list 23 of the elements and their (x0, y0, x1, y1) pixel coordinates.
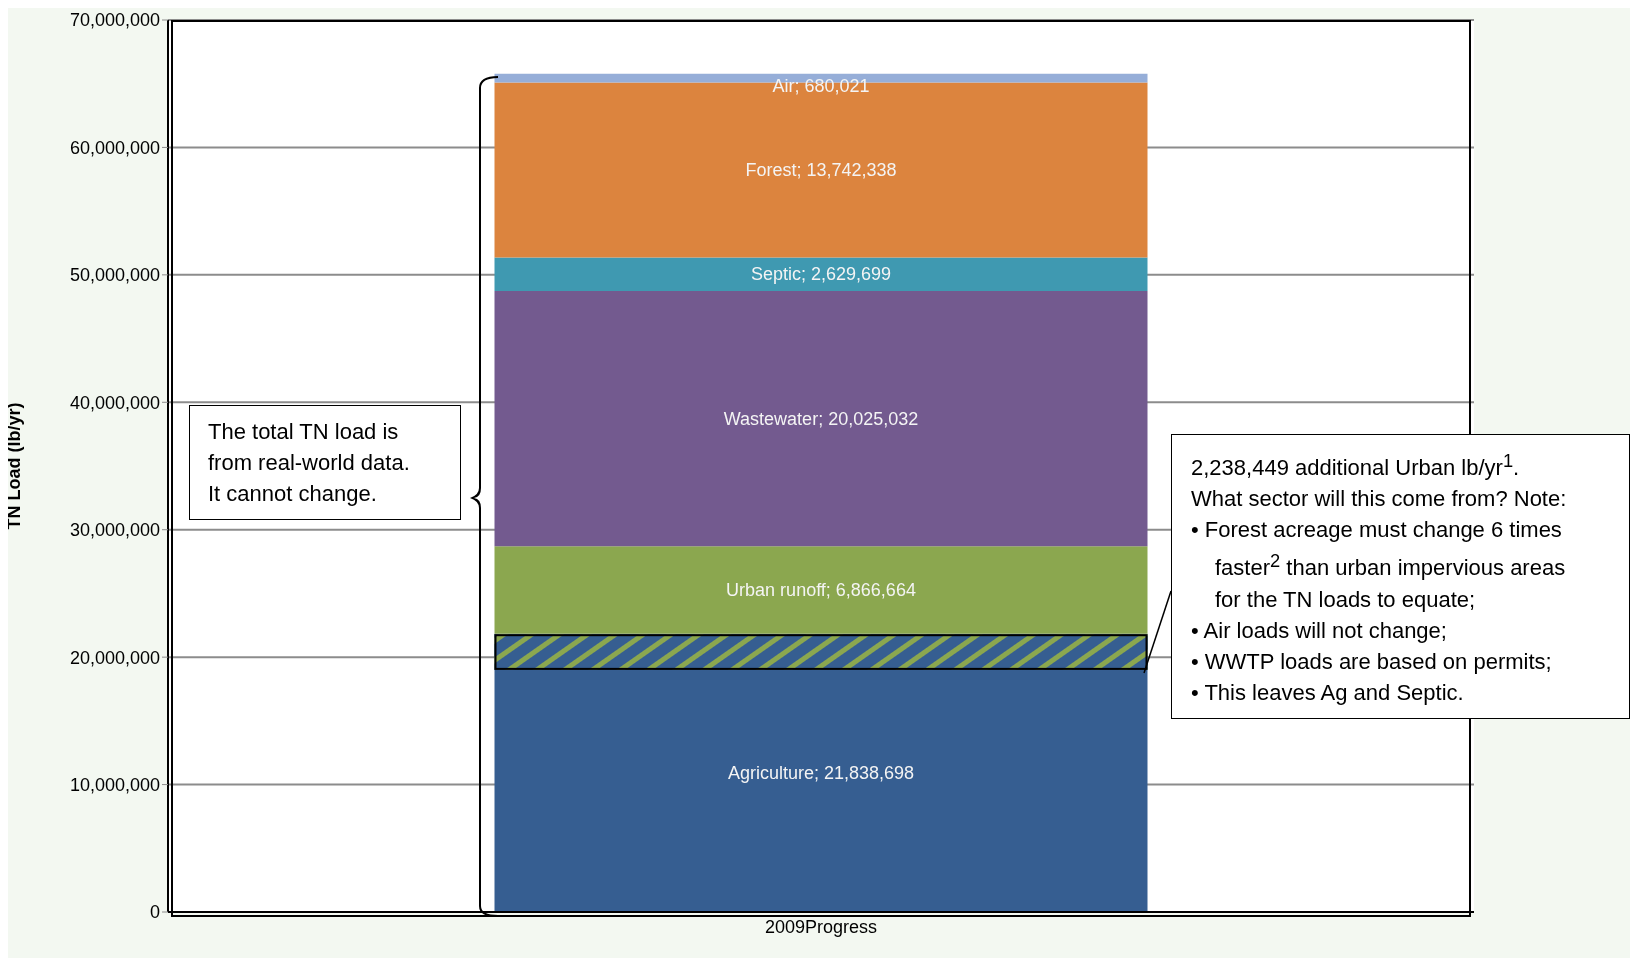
data-label: Septic; 2,629,699 (750, 264, 892, 285)
bar (494, 257, 1148, 292)
data-label: Agriculture; 21,838,698 (727, 762, 915, 783)
bar (494, 291, 1148, 547)
annotation: • WWTP loads are based on permits; (1191, 647, 1553, 676)
data-label: Forest; 13,742,338 (745, 159, 897, 180)
y-tick-label: 50,000,000 (69, 265, 160, 286)
data-label: Wastewater; 20,025,032 (723, 408, 919, 429)
y-tick-label: 10,000,000 (69, 774, 160, 795)
y-tick-label: 70,000,000 (69, 10, 160, 31)
x-tick-label: 2009Progress (764, 916, 878, 937)
y-tick-label: 30,000,000 (69, 520, 160, 541)
data-label: Urban runoff; 6,866,664 (726, 579, 916, 600)
y-tick-label: 20,000,000 (69, 647, 160, 668)
y-tick-label: 0 (149, 902, 160, 923)
y-tick-label: 60,000,000 (69, 137, 160, 158)
y-axis-title: TN Load (lb/yr) (4, 402, 25, 530)
annotation: • Air loads will not change; (1191, 616, 1448, 645)
y-tick-label: 40,000,000 (69, 392, 160, 413)
text-box: The total TN load is from real-world data. It cannot change. (189, 405, 461, 520)
annotation: • Forest acreage must change 6 times faster$^{2}$ than urban impervious areas for the TN loads to equate; (1191, 516, 1567, 614)
annotation: • This leaves Ag and Septic. (1191, 678, 1465, 707)
annotation: 2,238,449 additional Urban lb/yr$^{1}$. What sector will this come from? Note: (1191, 449, 1567, 514)
